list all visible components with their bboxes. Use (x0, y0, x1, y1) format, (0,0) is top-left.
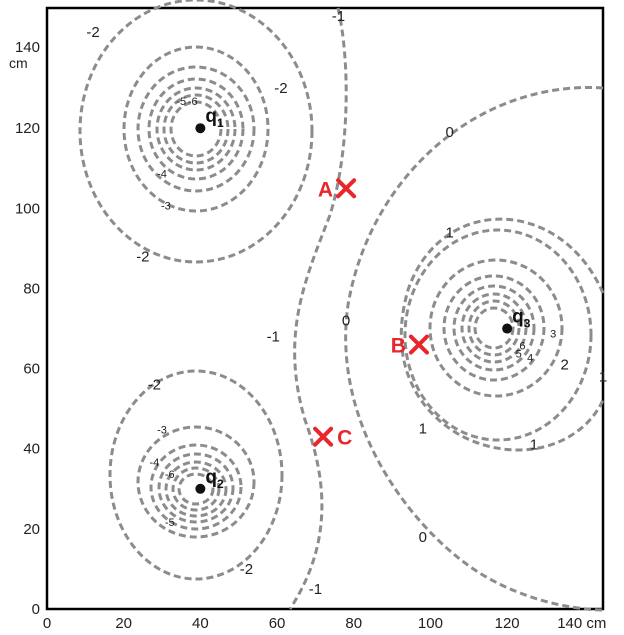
y-tick-label-top: 140 (15, 39, 40, 56)
marked-points: A B C (313, 178, 429, 450)
plot-frame (45, 6, 605, 611)
contour-value-label: 4 (527, 353, 533, 365)
contour-value-label: -5 (165, 517, 175, 529)
contour-value-label: 6 (519, 341, 525, 353)
contour-value-label: -4 (149, 457, 159, 469)
point-label: C (337, 427, 352, 450)
contour-value-label: 1 (599, 369, 607, 386)
contour-q2-ring-7 (177, 472, 215, 506)
contour-value-label: -2 (136, 248, 149, 265)
y-tick-label: 100 (15, 200, 40, 217)
x-tick-label: 120 (495, 615, 520, 632)
x-tick-label: 20 (115, 615, 132, 632)
contour-q2-ring-3 (149, 443, 243, 531)
x-tick-label: 80 (345, 615, 362, 632)
contour-q1-ring-1 (78, 0, 314, 264)
contour-q3-ring-6 (467, 299, 521, 357)
y-axis-unit: cm (9, 55, 28, 71)
contour-value-label: 1 (419, 421, 427, 438)
y-axis-ticks: 0 20 40 60 80 100 120 140 (15, 39, 40, 618)
contour-q2-ring-4 (157, 452, 235, 524)
equipotential-contours (78, 0, 605, 612)
contour-q3-ring-1 (403, 228, 593, 442)
contour-q1-ring-2 (122, 45, 270, 213)
y-tick-label: 120 (15, 120, 40, 137)
point-label: B (391, 335, 406, 358)
contour-q1-ring-4 (147, 77, 245, 181)
y-tick-label: 0 (32, 601, 40, 618)
contour-zero (344, 86, 604, 612)
contour-value-label: -5 (176, 96, 186, 108)
contour-value-label: -1 (309, 581, 322, 598)
contour-q3-ring-2 (428, 258, 564, 398)
contour-value-label: -2 (240, 561, 253, 578)
contour-value-label: 0 (419, 529, 427, 546)
x-tick-label: 40 (192, 615, 209, 632)
contour-value-label: 0 (342, 313, 350, 330)
contour-value-label: -1 (267, 329, 280, 346)
contour-value-label: -3 (157, 425, 167, 437)
contour-q2-ring-1 (108, 369, 284, 581)
point-label: A (318, 178, 333, 201)
contour-q2-ring-6 (171, 466, 221, 512)
contour-value-label: -2 (148, 377, 161, 394)
contour-q3-ring-4 (452, 284, 536, 372)
contour-value-label: 5 (516, 349, 522, 361)
charge-dot (195, 123, 206, 134)
contour-value-label: 1 (445, 224, 453, 241)
charge-dot (502, 323, 513, 334)
y-tick-label: 20 (23, 521, 40, 538)
contour-value-label: 2 (560, 357, 568, 374)
contour-value-label: -3 (161, 200, 171, 212)
contour-q3-ring-7 (473, 306, 515, 350)
contour-value-label: 0 (445, 124, 453, 141)
contour-q2-ring-2 (136, 425, 256, 539)
y-tick-label: 80 (23, 280, 40, 297)
contour-value-label: -2 (86, 24, 99, 41)
contour-q1-ring-7 (169, 100, 223, 158)
x-axis-ticks: 0 20 40 60 80 100 120 140 cm (43, 615, 607, 632)
contour-q1-ring-3 (136, 65, 256, 193)
point-marker-stroke (408, 334, 429, 355)
x-tick-label: 100 (418, 615, 443, 632)
contour-q2-ring-5 (164, 460, 228, 518)
contour-value-label: -1 (332, 8, 345, 25)
x-tick-label-last: 140 cm (557, 615, 606, 632)
contour-q1-ring-5 (155, 86, 237, 172)
contour-value-label: -2 (274, 80, 287, 97)
contour-value-label: 3 (550, 329, 556, 341)
contour-plus1-outer (399, 217, 605, 452)
contour-value-label: -6 (165, 469, 175, 481)
point-marker-stroke (313, 426, 334, 447)
contour-value-label: 1 (530, 437, 538, 454)
point-marker-stroke (336, 178, 357, 199)
contour-q3-ring-3 (442, 274, 546, 382)
charge-dot (195, 483, 206, 494)
x-tick-label: 60 (269, 615, 286, 632)
contour-value-label: -6 (188, 96, 198, 108)
y-tick-label: 40 (23, 441, 40, 458)
contour-minus1 (288, 7, 348, 610)
contour-value-labels: -2-2-5 -6-4-3-2-1-1-1000111123456-2-3-4-6… (86, 8, 607, 598)
contour-value-label: -4 (157, 168, 167, 180)
y-tick-label: 60 (23, 361, 40, 378)
x-tick-label: 0 (43, 615, 51, 632)
contour-q1-ring-6 (162, 93, 230, 165)
contour-q3-ring-5 (460, 292, 528, 364)
